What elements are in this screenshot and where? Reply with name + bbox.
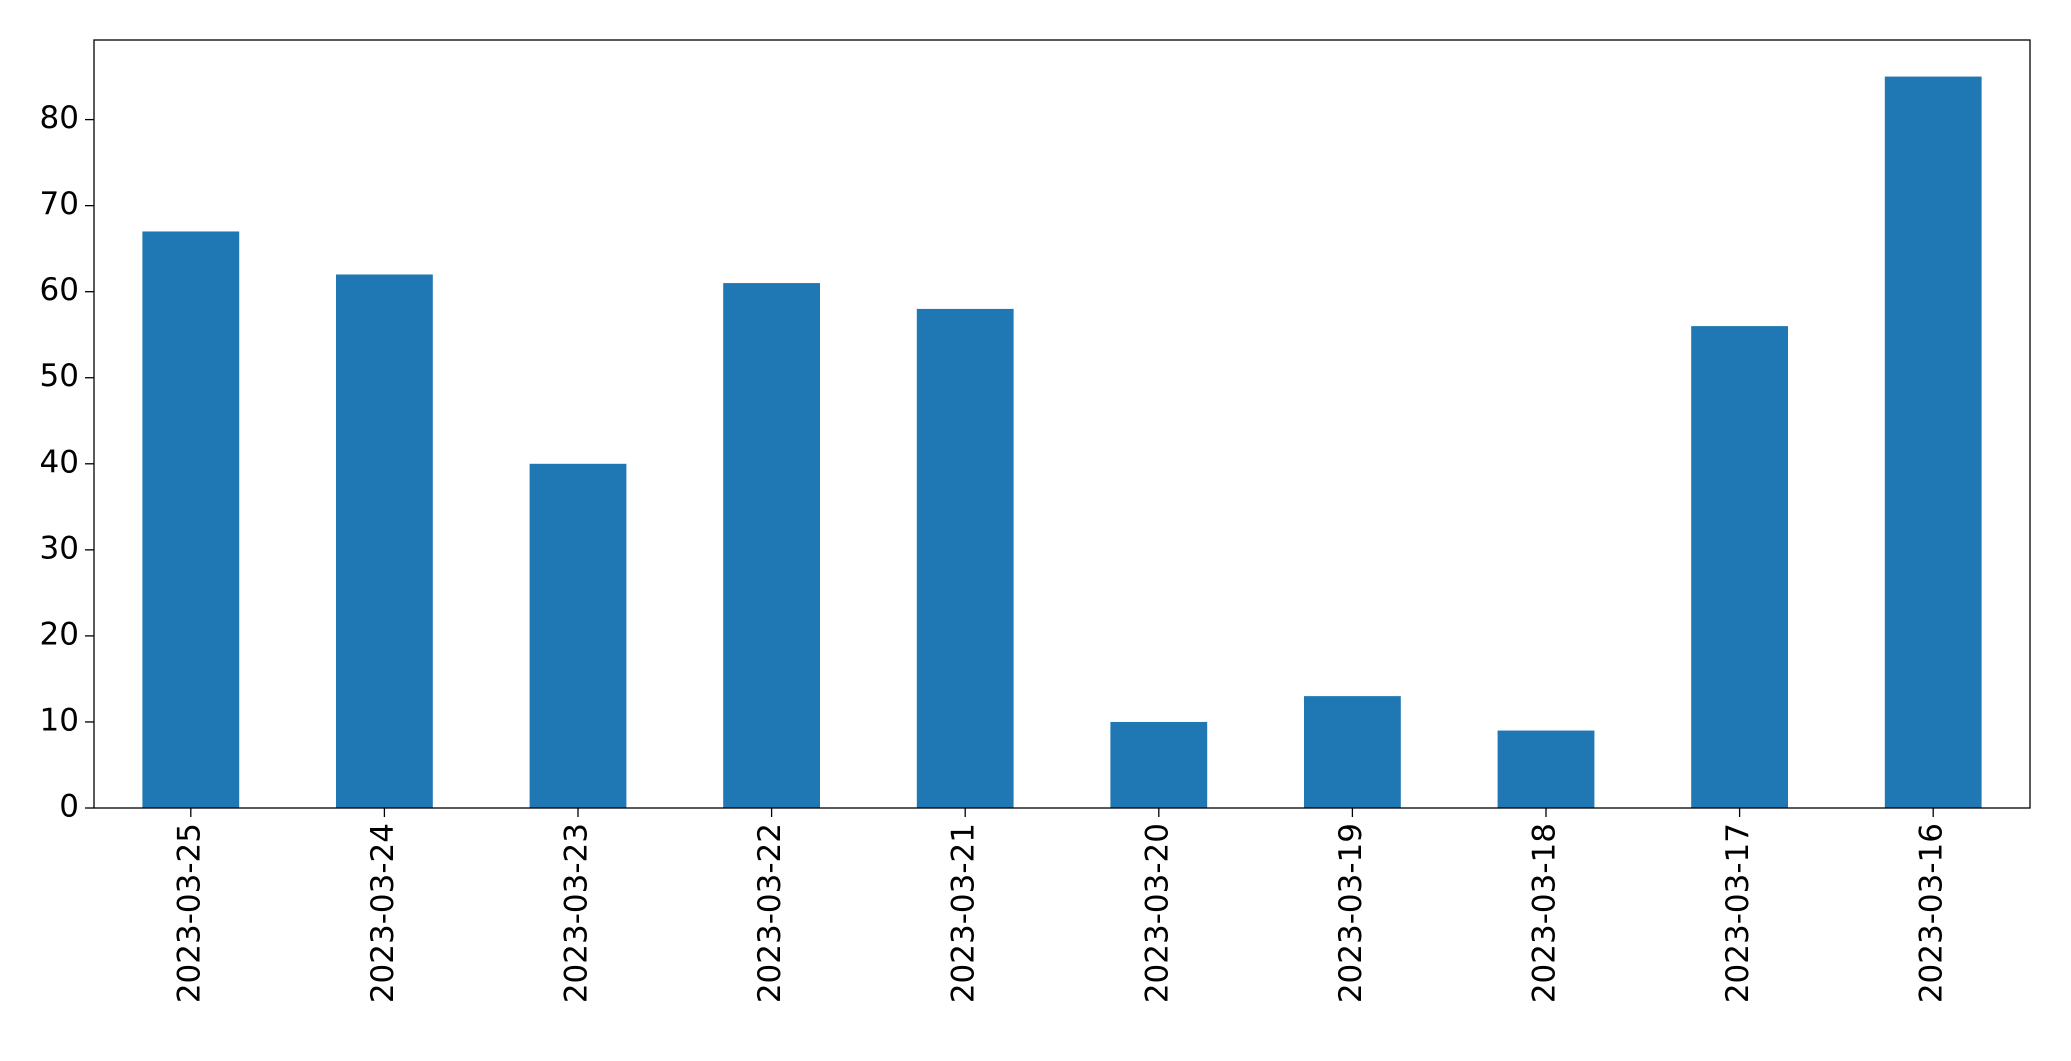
x-tick-label: 2023-03-21 bbox=[946, 823, 982, 1003]
y-tick-label: 30 bbox=[40, 530, 79, 566]
bar bbox=[1304, 696, 1401, 808]
x-tick-label: 2023-03-16 bbox=[1914, 823, 1950, 1003]
y-tick-label: 20 bbox=[40, 616, 79, 652]
y-tick-label: 10 bbox=[40, 702, 79, 738]
bar bbox=[1497, 730, 1595, 808]
y-tick-label: 0 bbox=[59, 789, 79, 825]
y-tick-label: 70 bbox=[40, 186, 79, 222]
x-tick-label: 2023-03-24 bbox=[365, 823, 401, 1003]
x-tick-label: 2023-03-20 bbox=[1139, 823, 1175, 1003]
bar bbox=[336, 274, 433, 808]
bar bbox=[916, 308, 1014, 808]
y-tick-label: 50 bbox=[40, 358, 79, 394]
bar bbox=[723, 283, 820, 809]
bar bbox=[1884, 76, 1982, 809]
bar bbox=[529, 463, 627, 808]
x-tick-label: 2023-03-17 bbox=[1720, 823, 1756, 1003]
bar bbox=[142, 231, 240, 809]
plot-frame bbox=[93, 39, 2031, 809]
x-tick-label: 2023-03-19 bbox=[1333, 823, 1369, 1003]
bar bbox=[1691, 326, 1788, 808]
x-tick-label: 2023-03-22 bbox=[752, 823, 788, 1003]
x-tick-label: 2023-03-23 bbox=[559, 823, 595, 1003]
x-tick-label: 2023-03-25 bbox=[171, 823, 207, 1003]
x-tick-label: 2023-03-18 bbox=[1527, 823, 1563, 1003]
y-tick-label: 80 bbox=[40, 100, 79, 136]
y-tick-label: 40 bbox=[40, 444, 79, 480]
y-tick-label: 60 bbox=[40, 272, 79, 308]
bar bbox=[1110, 721, 1208, 808]
